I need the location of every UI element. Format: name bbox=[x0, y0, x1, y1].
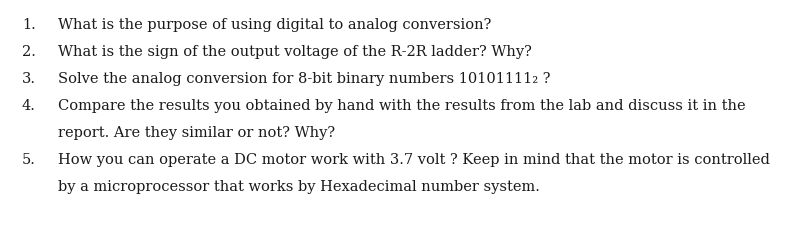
Text: 2.: 2. bbox=[22, 45, 36, 59]
Text: How you can operate a DC motor work with 3.7 volt ? Keep in mind that the motor : How you can operate a DC motor work with… bbox=[58, 152, 770, 166]
Text: 1.: 1. bbox=[22, 18, 36, 32]
Text: by a microprocessor that works by Hexadecimal number system.: by a microprocessor that works by Hexade… bbox=[58, 179, 540, 193]
Text: What is the sign of the output voltage of the R-2R ladder? Why?: What is the sign of the output voltage o… bbox=[58, 45, 532, 59]
Text: What is the purpose of using digital to analog conversion?: What is the purpose of using digital to … bbox=[58, 18, 491, 32]
Text: Compare the results you obtained by hand with the results from the lab and discu: Compare the results you obtained by hand… bbox=[58, 99, 746, 112]
Text: Solve the analog conversion for 8-bit binary numbers 10101111₂ ?: Solve the analog conversion for 8-bit bi… bbox=[58, 72, 550, 86]
Text: report. Are they similar or not? Why?: report. Are they similar or not? Why? bbox=[58, 126, 335, 139]
Text: 4.: 4. bbox=[22, 99, 36, 112]
Text: 3.: 3. bbox=[22, 72, 36, 86]
Text: 5.: 5. bbox=[22, 152, 36, 166]
